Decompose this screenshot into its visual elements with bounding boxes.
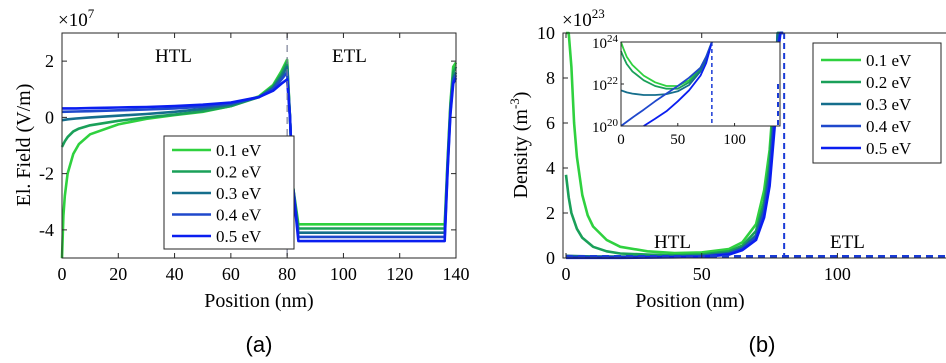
panel-a-x-axis-label: Position (nm)	[204, 290, 313, 312]
inset-y-ticks: 1020 1022 1024	[592, 33, 624, 136]
panel-b-inset: 0 50 100 1020 1022 1024	[592, 33, 781, 148]
inset-series-line-0-4-ev	[620, 41, 713, 127]
panel-a-x-tick-label: 0	[58, 264, 67, 284]
inset-y-tick-label: 1022	[592, 75, 618, 94]
inset-x-tick-label: 50	[670, 132, 685, 148]
panel-b-legend-entry: 0.1 eV	[866, 51, 912, 70]
panel-a-x-tick-label: 40	[166, 264, 184, 284]
panel-b-y-multiplier: ×1023	[562, 6, 605, 31]
panel-b-legend-entry: 0.5 eV	[866, 139, 912, 158]
panel-b-y-tick-label: 0	[546, 248, 555, 268]
panel-a-series-line-0-5-ev	[62, 77, 458, 243]
panel-a-y-axis-label: El. Field (V/m)	[13, 84, 35, 207]
panel-a-x-tick-label: 100	[330, 264, 357, 284]
panel-b-x-tick-label: 100	[824, 264, 851, 284]
panel-b-axes-frame	[562, 32, 946, 259]
panel-a-y-tick-label: 0	[45, 107, 54, 127]
panel-b-y-tick-label: 8	[546, 68, 555, 88]
panel-a: 0 20 40 60 80 100 120 140 -4 -2 0 2 ×107 HTL ETL P…	[13, 6, 470, 357]
panel-a-legend-entry: 0.2 eV	[216, 163, 262, 182]
panel-a-legend: 0.1 eV 0.2 eV 0.3 eV 0.4 eV 0.5 eV	[163, 135, 295, 250]
panel-a-x-tick-label: 80	[278, 264, 296, 284]
inset-x-tick-label: 0	[617, 132, 625, 148]
panel-a-legend-entry: 0.4 eV	[216, 206, 262, 225]
inset-y-tick-label: 1020	[592, 117, 619, 136]
panel-b-region-label-htl: HTL	[654, 232, 691, 253]
panel-b-x-ticks: 0 50 100	[562, 33, 851, 284]
panel-a-y-ticks: -4 -2 0 2	[39, 51, 456, 240]
panel-b-x-axis-label: Position (nm)	[635, 290, 744, 312]
panel-a-region-label-etl: ETL	[332, 46, 367, 67]
panel-b-y-axis-label: Density (m-3)	[507, 92, 532, 199]
inset-series-line-0-5-ev	[643, 41, 713, 127]
panel-b-y-tick-label: 6	[546, 113, 555, 133]
panel-b-legend-entry: 0.2 eV	[866, 73, 912, 92]
panel-b-legend-entry: 0.4 eV	[866, 117, 912, 136]
panel-b-y-tick-label: 4	[546, 158, 555, 178]
panel-b-legend: 0.1 eV 0.2 eV 0.3 eV 0.4 eV 0.5 eV	[812, 42, 942, 164]
panel-a-y-tick-label: -4	[39, 220, 54, 240]
panel-b-legend-entry: 0.3 eV	[866, 95, 912, 114]
panel-a-y-multiplier: ×107	[58, 6, 95, 31]
panel-a-axes-box	[61, 32, 457, 259]
panel-a-legend-entry: 0.5 eV	[216, 227, 262, 246]
panel-a-label: (a)	[246, 332, 273, 357]
inset-x-ticks: 0 50 100	[617, 123, 746, 148]
inset-y-tick-label: 1024	[592, 33, 619, 52]
panel-b-region-label-etl: ETL	[830, 232, 865, 253]
panel-a-x-tick-label: 120	[386, 264, 413, 284]
inset-series-group	[620, 41, 713, 127]
panel-b-x-tick-label: 50	[693, 264, 711, 284]
panel-b-x-tick-label: 0	[562, 264, 571, 284]
panel-b: 0 50 100 0 2 4 6 8 10 ×1023 HTL ETL Position (n…	[507, 6, 946, 357]
panel-b-y-tick-label: 2	[546, 203, 555, 223]
panel-a-y-tick-label: -2	[39, 164, 54, 184]
panel-a-legend-entry: 0.3 eV	[216, 184, 262, 203]
panel-b-y-tick-label: 10	[537, 23, 555, 43]
panel-a-x-ticks: 0 20 40 60 80 100 120 140	[58, 33, 470, 284]
panel-a-y-tick-label: 2	[45, 51, 54, 71]
panel-a-region-label-htl: HTL	[155, 46, 192, 67]
panel-b-label: (b)	[749, 332, 776, 357]
panel-a-x-tick-label: 20	[109, 264, 127, 284]
panel-a-x-tick-label: 60	[222, 264, 240, 284]
panel-a-legend-entry: 0.1 eV	[216, 141, 262, 160]
panel-b-y-ticks: 0 2 4 6 8 10	[537, 23, 568, 268]
inset-x-tick-label: 100	[723, 132, 746, 148]
panel-a-x-tick-label: 140	[443, 264, 470, 284]
inset-plot-area	[621, 42, 780, 126]
